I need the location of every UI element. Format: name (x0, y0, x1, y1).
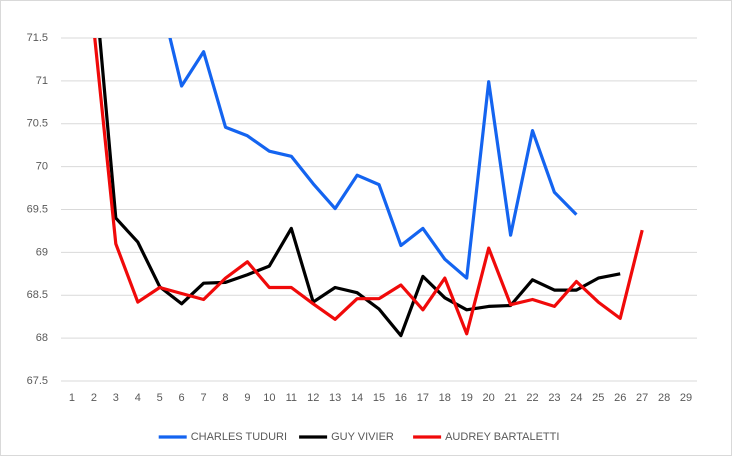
x-tick-label: 22 (526, 392, 538, 404)
x-tick-label: 2 (91, 392, 97, 404)
series-line (98, 38, 621, 338)
series-line (93, 38, 644, 336)
legend-label: CHARLES TUDURI (191, 431, 287, 443)
y-tick-label: 68.5 (27, 289, 48, 301)
x-tick-label: 14 (351, 392, 363, 404)
x-tick-label: 3 (113, 392, 119, 404)
x-tick-label: 4 (135, 392, 141, 404)
y-tick-label: 71.5 (27, 32, 48, 44)
x-tick-label: 24 (570, 392, 582, 404)
legend-label: AUDREY BARTALETTI (445, 431, 559, 443)
x-tick-label: 11 (286, 392, 297, 404)
y-tick-label: 70 (36, 161, 48, 173)
x-tick-label: 28 (658, 392, 670, 404)
x-tick-label: 29 (680, 392, 692, 404)
x-tick-label: 27 (636, 392, 648, 404)
x-tick-label: 15 (373, 392, 385, 404)
x-tick-label: 10 (263, 392, 275, 404)
y-tick-label: 71 (36, 75, 48, 87)
x-tick-label: 12 (307, 392, 319, 404)
x-tick-label: 26 (614, 392, 626, 404)
x-tick-label: 18 (439, 392, 451, 404)
x-tick-label: 21 (504, 392, 516, 404)
x-tick-label: 7 (200, 392, 206, 404)
y-tick-label: 67.5 (27, 375, 48, 387)
legend-label: GUY VIVIER (331, 431, 394, 443)
series-line (168, 38, 578, 280)
x-tick-label: 1 (69, 392, 75, 404)
x-tick-label: 20 (483, 392, 495, 404)
x-tick-label: 25 (592, 392, 604, 404)
x-tick-label: 13 (329, 392, 341, 404)
x-tick-label: 5 (157, 392, 163, 404)
y-tick-label: 69.5 (27, 203, 48, 215)
y-tick-label: 70.5 (27, 118, 48, 130)
x-tick-label: 8 (222, 392, 228, 404)
x-tick-label: 16 (395, 392, 407, 404)
x-tick-label: 23 (548, 392, 560, 404)
y-tick-label: 68 (36, 332, 48, 344)
x-tick-label: 17 (417, 392, 429, 404)
y-tick-label: 69 (36, 246, 48, 258)
x-tick-label: 19 (461, 392, 473, 404)
x-tick-label: 9 (244, 392, 250, 404)
x-tick-label: 6 (179, 392, 185, 404)
